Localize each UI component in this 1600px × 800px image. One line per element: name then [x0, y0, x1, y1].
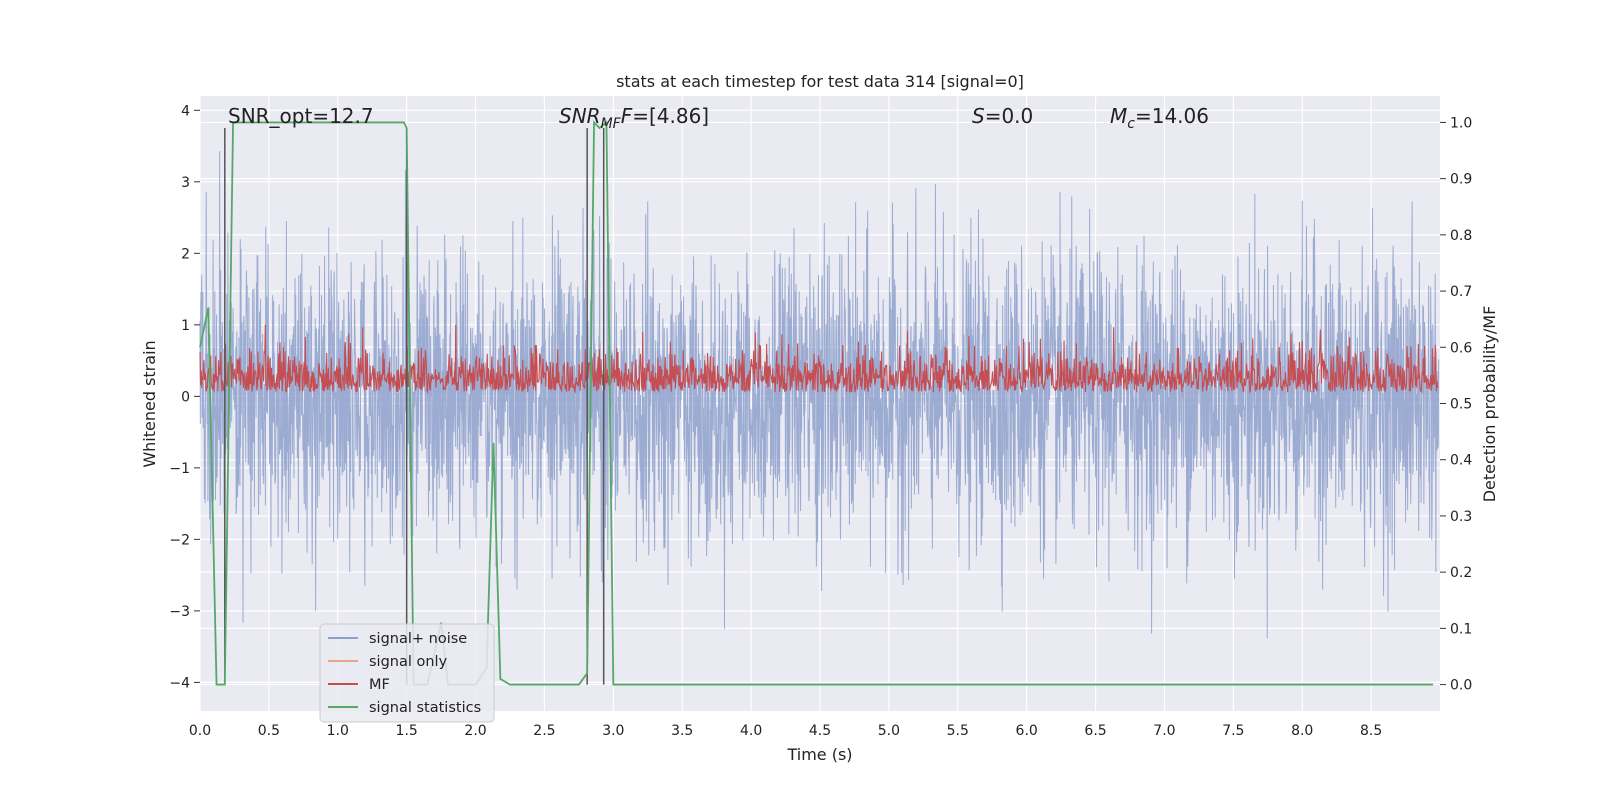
- y-tick-label-left: 1: [181, 318, 190, 334]
- x-tick-label: 2.5: [533, 723, 555, 739]
- y-tick-label-right: 1.0: [1450, 115, 1472, 131]
- x-tick-label: 8.0: [1291, 723, 1313, 739]
- legend: signal+ noise signal only MF signal stat…: [319, 623, 495, 723]
- annotation-mc: Mc=14.06: [1110, 104, 1209, 132]
- tick-labels: 0.0 0.5 1.0 1.5 2.0 2.5 3.0 3.5 4.0 4.5 5.0 5.5 6.0 6…: [169, 103, 1472, 739]
- x-tick-label: 2.0: [464, 723, 486, 739]
- y-tick-label-left: 0: [181, 389, 190, 405]
- x-tick-label: 0.5: [258, 723, 280, 739]
- annotation-snr-opt: SNR_opt=12.7: [228, 104, 374, 128]
- legend-box: [319, 623, 495, 723]
- y-tick-label-left: 4: [181, 103, 190, 119]
- y-tick-label-left: −1: [169, 461, 190, 477]
- y-tick-label-right: 0.0: [1450, 678, 1472, 694]
- chart-title: stats at each timestep for test data 314…: [616, 72, 1024, 91]
- y-tick-label-right: 0.8: [1450, 228, 1472, 244]
- x-tick-label: 5.0: [878, 723, 900, 739]
- y-tick-label-left: 2: [181, 246, 190, 262]
- y-tick-label-left: −3: [169, 604, 190, 620]
- x-tick-label: 4.0: [740, 723, 762, 739]
- x-tick-label: 6.0: [1016, 723, 1038, 739]
- y-tick-label-right: 0.7: [1450, 284, 1472, 300]
- x-tick-label: 7.5: [1222, 723, 1244, 739]
- y-tick-label-left: −2: [169, 532, 190, 548]
- y-tick-label-right: 0.4: [1450, 453, 1472, 469]
- y-tick-label-left: −4: [169, 675, 190, 691]
- annotation-snr-mf: SNRMFF=[4.86]: [559, 104, 709, 132]
- x-axis-label: Time (s): [786, 745, 852, 764]
- x-tick-label: 7.0: [1153, 723, 1175, 739]
- y-tick-label-right: 0.3: [1450, 509, 1472, 525]
- vertical-markers: [224, 128, 605, 685]
- y-tick-label-right: 0.9: [1450, 172, 1472, 188]
- x-tick-label: 3.5: [671, 723, 693, 739]
- annotation-s: S=0.0: [972, 104, 1033, 128]
- x-tick-label: 3.0: [602, 723, 624, 739]
- legend-label-signal-only: signal only: [369, 654, 448, 670]
- x-tick-label: 1.5: [396, 723, 418, 739]
- x-tick-label: 1.0: [327, 723, 349, 739]
- y-tick-label-right: 0.5: [1450, 397, 1472, 413]
- x-tick-label: 8.5: [1360, 723, 1382, 739]
- x-tick-label: 0.0: [189, 723, 211, 739]
- y-tick-label-right: 0.2: [1450, 565, 1472, 581]
- legend-label-signal-statistics: signal statistics: [369, 700, 481, 716]
- y-axis-label-right: Detection probability/MF: [1480, 306, 1499, 503]
- y-tick-label-right: 0.6: [1450, 340, 1472, 356]
- y-axis-label-left: Whitened strain: [140, 340, 159, 467]
- y-tick-label-left: 3: [181, 175, 190, 191]
- y-tick-label-right: 0.1: [1450, 621, 1472, 637]
- x-tick-label: 6.5: [1084, 723, 1106, 739]
- x-tick-label: 5.5: [947, 723, 969, 739]
- x-tick-label: 4.5: [809, 723, 831, 739]
- legend-label-signal-noise: signal+ noise: [369, 631, 467, 647]
- legend-label-mf: MF: [369, 677, 390, 693]
